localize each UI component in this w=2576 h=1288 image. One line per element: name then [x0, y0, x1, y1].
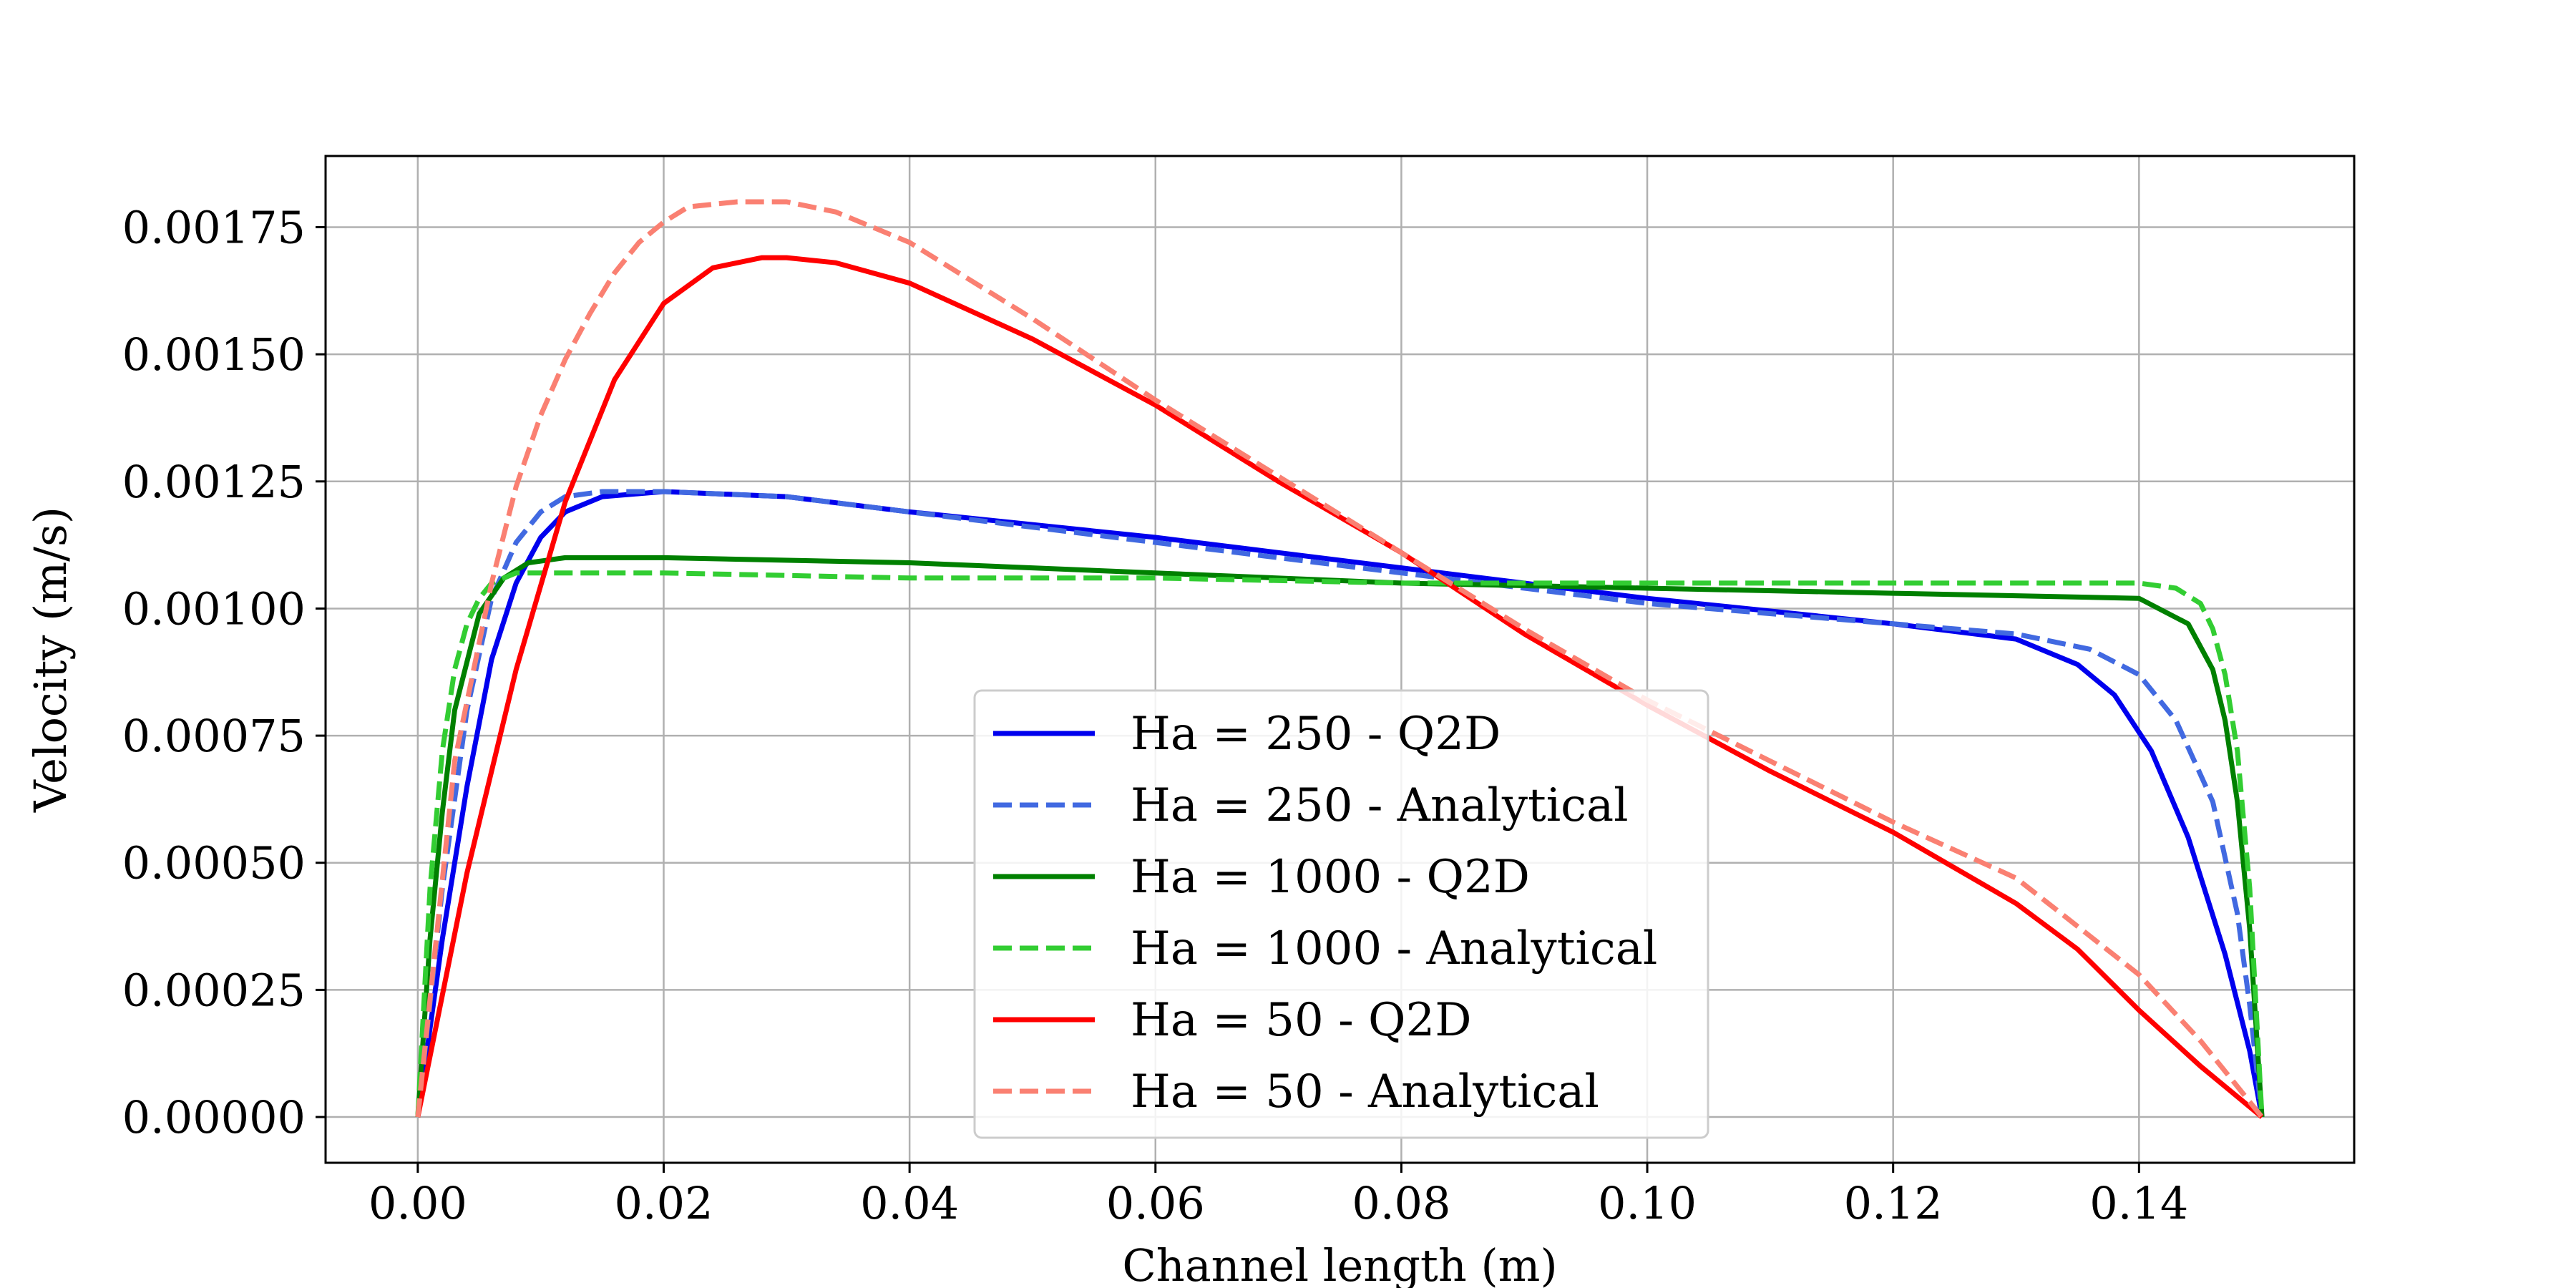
y-axis-label: Velocity (m/s): [24, 507, 77, 813]
x-tick-label: 0.04: [860, 1177, 959, 1229]
y-tick-label: 0.00125: [122, 456, 306, 508]
legend: Ha = 250 - Q2D Ha = 250 - Analytical Ha = …: [973, 689, 1709, 1139]
legend-box: [973, 689, 1709, 1139]
plot-frame: [324, 155, 2356, 1164]
y-tick-label: 0.00100: [122, 582, 306, 635]
legend-label: Ha = 250 - Analytical: [1131, 779, 1629, 832]
y-tick-label: 0.00175: [122, 201, 306, 253]
x-tick-label: 0.14: [2089, 1177, 2188, 1229]
x-tick-label: 0.10: [1598, 1177, 1697, 1229]
x-axis-label: Channel length (m): [1122, 1239, 1557, 1288]
x-tick-label: 0.02: [614, 1177, 713, 1229]
y-tick-label: 0.00025: [122, 964, 306, 1016]
series-line-5: [415, 199, 2264, 1119]
y-tick-label: 0.00075: [122, 710, 306, 762]
series-line-4: [415, 255, 2264, 1119]
x-tick-label: 0.06: [1106, 1177, 1205, 1229]
series-line-0: [415, 489, 2265, 1118]
series-line-2: [415, 555, 2265, 1118]
y-tick-label: 0.00150: [122, 328, 306, 381]
series-line-3: [415, 570, 2265, 1118]
axis-ticks: 0.00 0.02 0.04 0.06 0.08 0.10 0.12 0.14 0.00000 0…: [122, 201, 2189, 1229]
x-tick-label: 0.00: [369, 1177, 467, 1229]
legend-label: Ha = 1000 - Analytical: [1131, 922, 1657, 975]
x-tick-label: 0.08: [1352, 1177, 1450, 1229]
x-tick-label: 0.12: [1844, 1177, 1943, 1229]
grid-lines: [326, 156, 2354, 1163]
series-line-1: [415, 489, 2265, 1118]
series-layer: [415, 199, 2265, 1119]
y-tick-label: 0.00000: [122, 1091, 306, 1143]
legend-label: Ha = 1000 - Q2D: [1131, 851, 1530, 904]
legend-label: Ha = 50 - Q2D: [1131, 994, 1472, 1047]
y-tick-label: 0.00050: [122, 837, 306, 889]
legend-label: Ha = 250 - Q2D: [1131, 708, 1501, 761]
legend-label: Ha = 50 - Analytical: [1131, 1065, 1599, 1118]
